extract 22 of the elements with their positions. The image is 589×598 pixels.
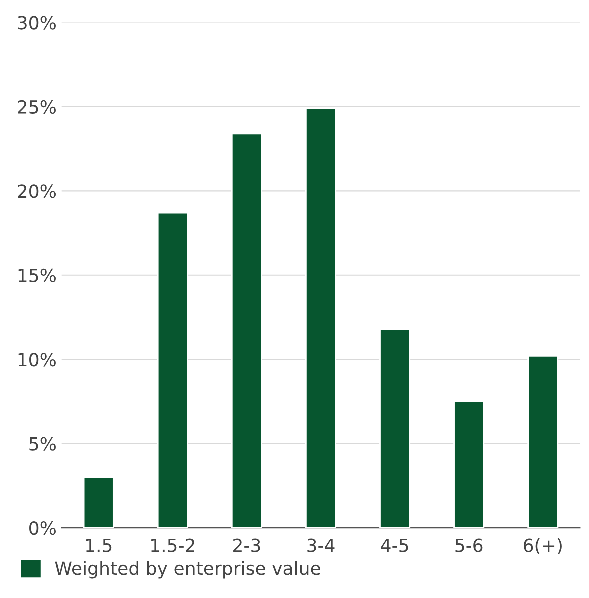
bar (306, 108, 337, 528)
y-tick-label: 20% (18, 184, 56, 198)
x-tick-label: 4-5 (381, 539, 408, 552)
bar (380, 328, 411, 528)
y-tick-label: 25% (18, 100, 56, 114)
y-tick-label: 10% (18, 353, 56, 367)
x-tick-label: 6(+) (524, 538, 562, 555)
y-tick-label: 15% (18, 268, 56, 282)
bar (231, 133, 262, 528)
x-tick-label: 1.5-2 (152, 538, 194, 552)
y-tick-label: 30% (18, 16, 56, 30)
bar (83, 476, 114, 528)
bar (454, 401, 485, 528)
legend-label: Weighted by enterprise value (55, 561, 320, 579)
x-tick-label: 3-4 (308, 538, 335, 552)
x-tick-label: 1.5 (86, 539, 112, 552)
x-tick-label: 5-6 (456, 538, 483, 552)
y-tick-label: 0% (30, 521, 56, 536)
y-tick-label: 5% (30, 437, 56, 451)
bar (157, 212, 188, 528)
bar (528, 356, 559, 528)
x-tick-label: 2-3 (234, 538, 260, 552)
